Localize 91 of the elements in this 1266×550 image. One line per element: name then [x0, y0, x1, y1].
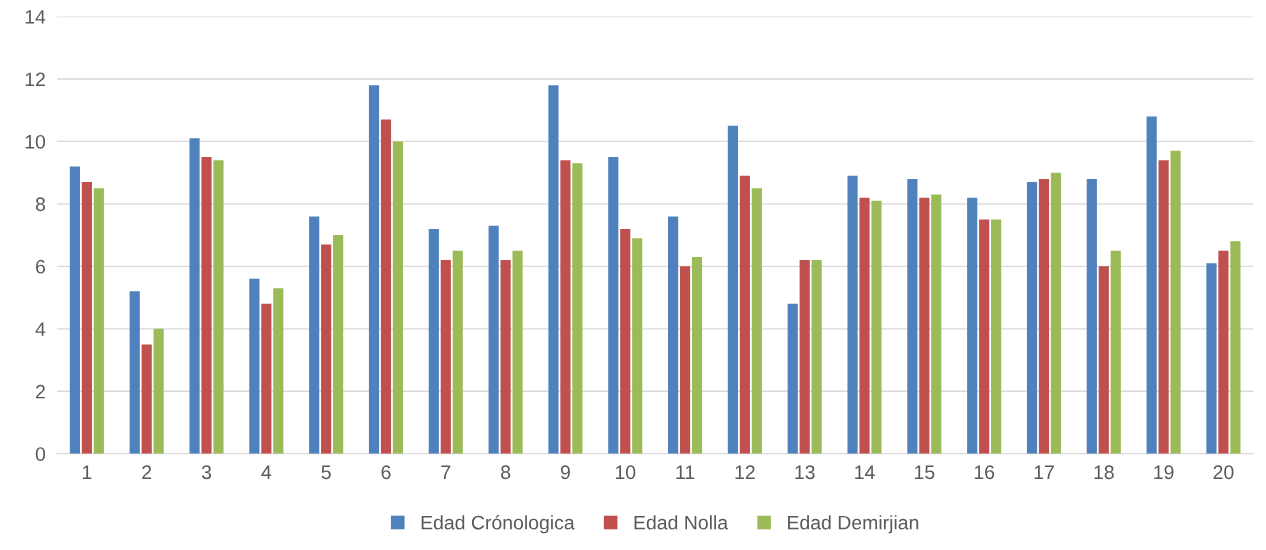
- bar: [488, 225, 499, 454]
- bar: [1050, 172, 1062, 454]
- bar: [739, 175, 750, 454]
- bar: [153, 328, 164, 454]
- x-tick-label: 3: [201, 465, 212, 480]
- x-tick-label: 10: [615, 465, 636, 480]
- bar: [1158, 160, 1169, 454]
- x-tick-label: 17: [1034, 465, 1054, 479]
- bar: [213, 160, 224, 454]
- bar: [668, 216, 679, 454]
- y-tick-label: 14: [25, 10, 46, 24]
- bar: [93, 188, 104, 454]
- bar: [1170, 150, 1181, 454]
- bar: [512, 250, 523, 454]
- bar: [392, 141, 404, 454]
- bar: [979, 219, 990, 454]
- legend-label: Edad Crónologica: [421, 514, 575, 534]
- bar: [81, 182, 92, 454]
- y-tick-label: 6: [36, 259, 46, 274]
- bar: [1230, 241, 1241, 454]
- bar: [69, 166, 80, 454]
- x-tick-label: 19: [1154, 465, 1174, 480]
- x-tick-label: 16: [974, 465, 995, 480]
- x-tick-label: 9: [560, 465, 570, 480]
- bar: [799, 260, 810, 454]
- y-tick-label: 8: [35, 197, 46, 212]
- bar: [321, 244, 332, 454]
- bar: [859, 197, 870, 454]
- bar: [679, 266, 691, 454]
- bar: [249, 278, 260, 454]
- bar: [1206, 263, 1217, 454]
- x-tick-label: 2: [142, 465, 152, 479]
- bar: [620, 228, 631, 454]
- bar: [1086, 178, 1097, 454]
- bar: [273, 288, 284, 454]
- legend-label: Edad Nolla: [634, 515, 729, 530]
- x-tick-label: 1: [82, 465, 92, 479]
- bar: [189, 138, 200, 454]
- bar: [333, 235, 344, 454]
- bar: [309, 216, 320, 454]
- y-tick-label: 2: [36, 384, 45, 399]
- legend-label: Edad Demirjian: [788, 515, 919, 534]
- bar: [261, 303, 272, 454]
- bar: [751, 188, 762, 454]
- bar: [632, 238, 643, 454]
- x-tick-label: 14: [855, 465, 875, 479]
- bar: [907, 178, 918, 454]
- bar: [811, 260, 822, 454]
- bar: [1038, 178, 1050, 454]
- bar: [727, 125, 738, 454]
- bar: [787, 303, 798, 454]
- y-tick-label: 4: [35, 322, 46, 336]
- x-tick-label: 11: [676, 465, 695, 479]
- x-tick-label: 6: [381, 465, 391, 480]
- x-tick-label: 7: [441, 465, 451, 479]
- bar: [1098, 266, 1109, 454]
- bar: [608, 157, 619, 454]
- bar: [572, 163, 583, 454]
- bar: [991, 219, 1002, 454]
- bar: [931, 194, 942, 454]
- bar: [380, 119, 392, 454]
- bar: [201, 157, 212, 454]
- bar: [500, 260, 511, 454]
- bar: [1110, 250, 1121, 454]
- bar: [1026, 182, 1038, 454]
- x-tick-label: 13: [795, 465, 815, 480]
- x-tick-label: 18: [1094, 465, 1114, 480]
- x-tick-label: 15: [915, 465, 935, 480]
- y-tick-label: 10: [25, 134, 46, 149]
- x-tick-label: 4: [261, 465, 272, 479]
- bar: [1146, 116, 1157, 454]
- bar: [691, 256, 703, 454]
- bar: [919, 197, 930, 454]
- bar: [440, 260, 451, 454]
- bar: [368, 85, 380, 454]
- bar: [967, 197, 978, 454]
- bar: [560, 160, 571, 454]
- bar: [847, 175, 858, 454]
- x-tick-label: 8: [501, 465, 511, 480]
- bar: [428, 228, 439, 454]
- x-tick-label: 12: [735, 465, 755, 479]
- bar: [129, 291, 140, 454]
- y-tick-label: 12: [25, 72, 45, 87]
- x-tick-label: 5: [321, 465, 331, 480]
- bar: [141, 344, 152, 454]
- bar: [452, 250, 463, 454]
- y-tick-label: 0: [35, 447, 46, 461]
- bar: [1218, 250, 1229, 454]
- bar: [548, 85, 559, 454]
- bar: [871, 200, 882, 454]
- x-tick-label: 20: [1213, 465, 1234, 480]
